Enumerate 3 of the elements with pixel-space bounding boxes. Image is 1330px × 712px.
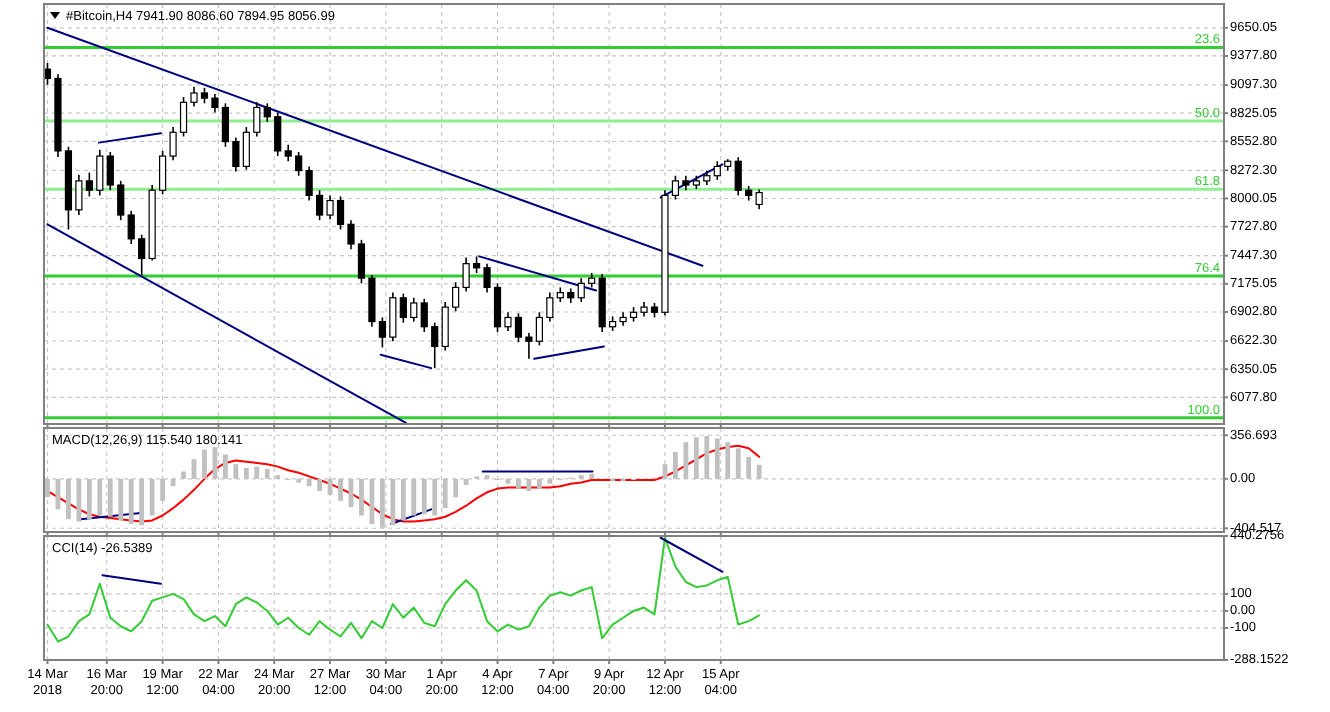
line-series	[46, 444, 761, 523]
line-series	[46, 536, 761, 643]
candlestick	[755, 188, 763, 211]
